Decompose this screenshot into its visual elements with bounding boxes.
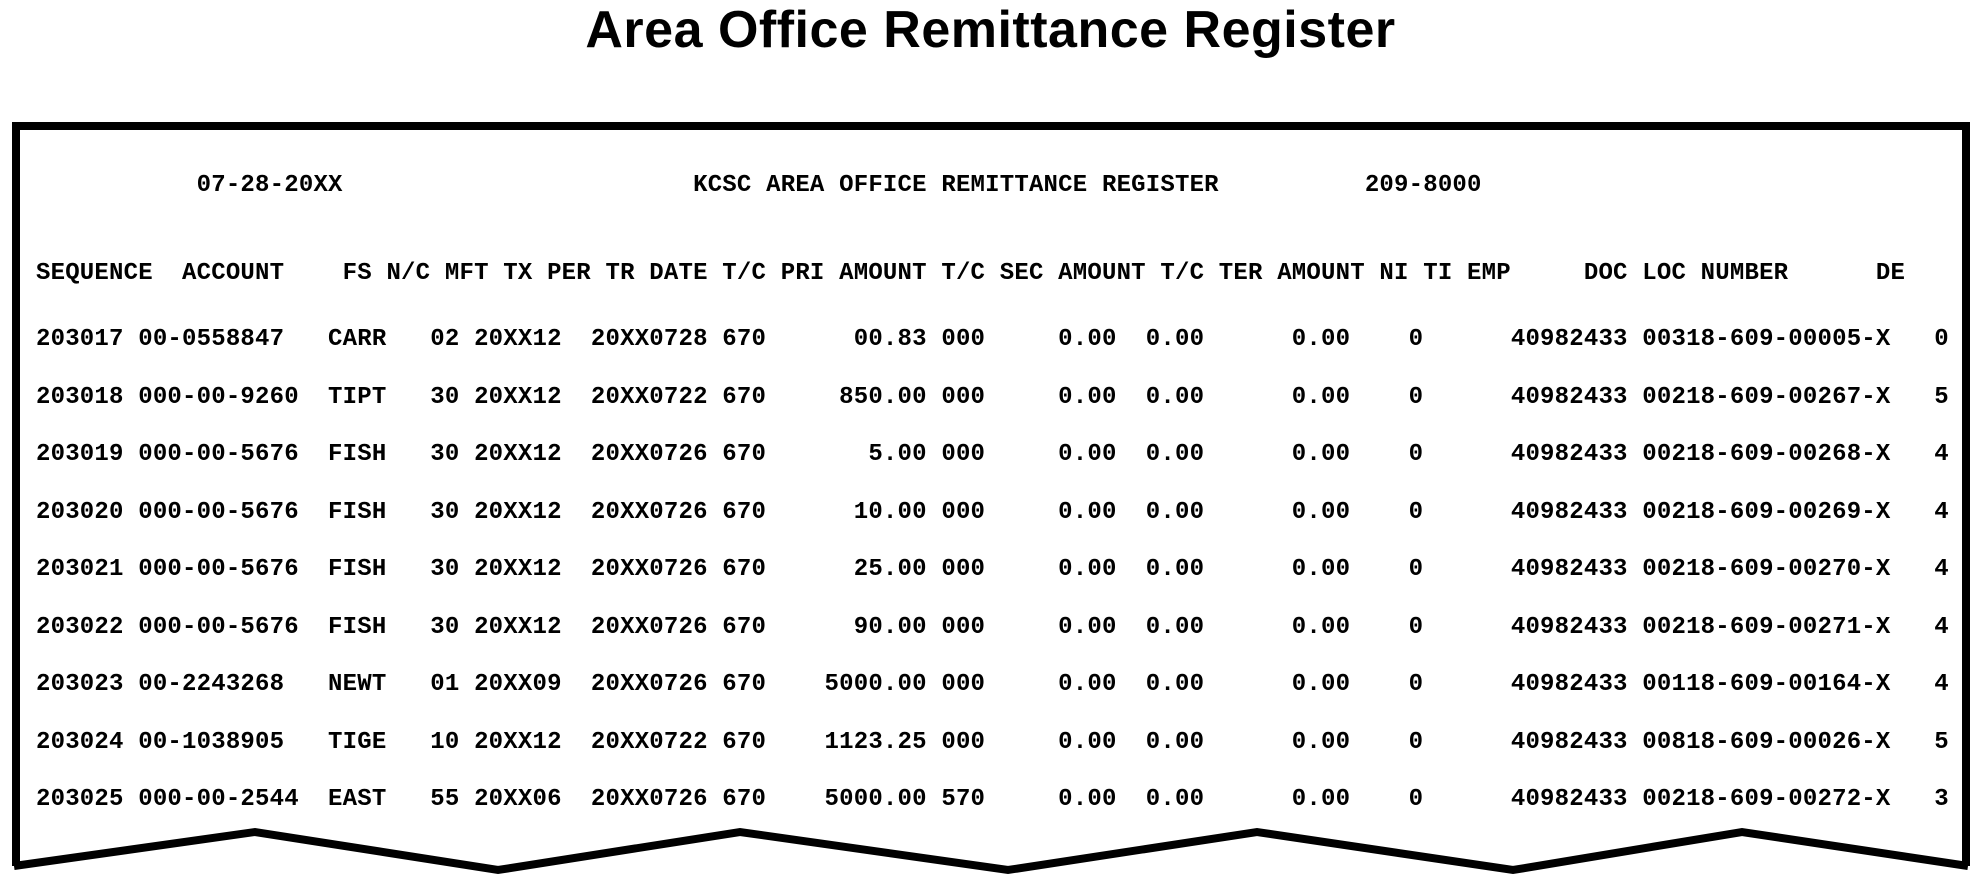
table-row: 203024 00-1038905 TIGE 10 20XX12 20XX072… <box>36 728 1949 756</box>
table-row: 203021 000-00-5676 FISH 30 20XX12 20XX07… <box>36 556 1949 583</box>
table-row: 203022 000-00-5676 FISH 30 20XX12 20XX07… <box>36 613 1949 641</box>
table-row: 203018 000-00-9260 TIPT 30 20XX12 20XX07… <box>36 383 1949 411</box>
table-row: 203017 00-0558847 CARR 02 20XX12 20XX072… <box>36 326 1949 353</box>
table-row: 203025 000-00-2544 EAST 55 20XX06 20XX07… <box>36 786 1949 813</box>
frame-border <box>12 122 1970 866</box>
torn-edge <box>13 827 1969 875</box>
report-header-line: 07-28-20XX KCSC AREA OFFICE REMITTANCE R… <box>36 172 1482 199</box>
page-title: Area Office Remittance Register <box>585 1 1396 59</box>
table-row: 203020 000-00-5676 FISH 30 20XX12 20XX07… <box>36 498 1949 526</box>
table-row: 203023 00-2243268 NEWT 01 20XX09 20XX072… <box>36 671 1949 698</box>
table-row: 203019 000-00-5676 FISH 30 20XX12 20XX07… <box>36 441 1949 468</box>
table-rows: 203017 00-0558847 CARR 02 20XX12 20XX072… <box>36 311 1949 829</box>
column-header-line: SEQUENCE ACCOUNT FS N/C MFT TX PER TR DA… <box>36 260 1906 287</box>
